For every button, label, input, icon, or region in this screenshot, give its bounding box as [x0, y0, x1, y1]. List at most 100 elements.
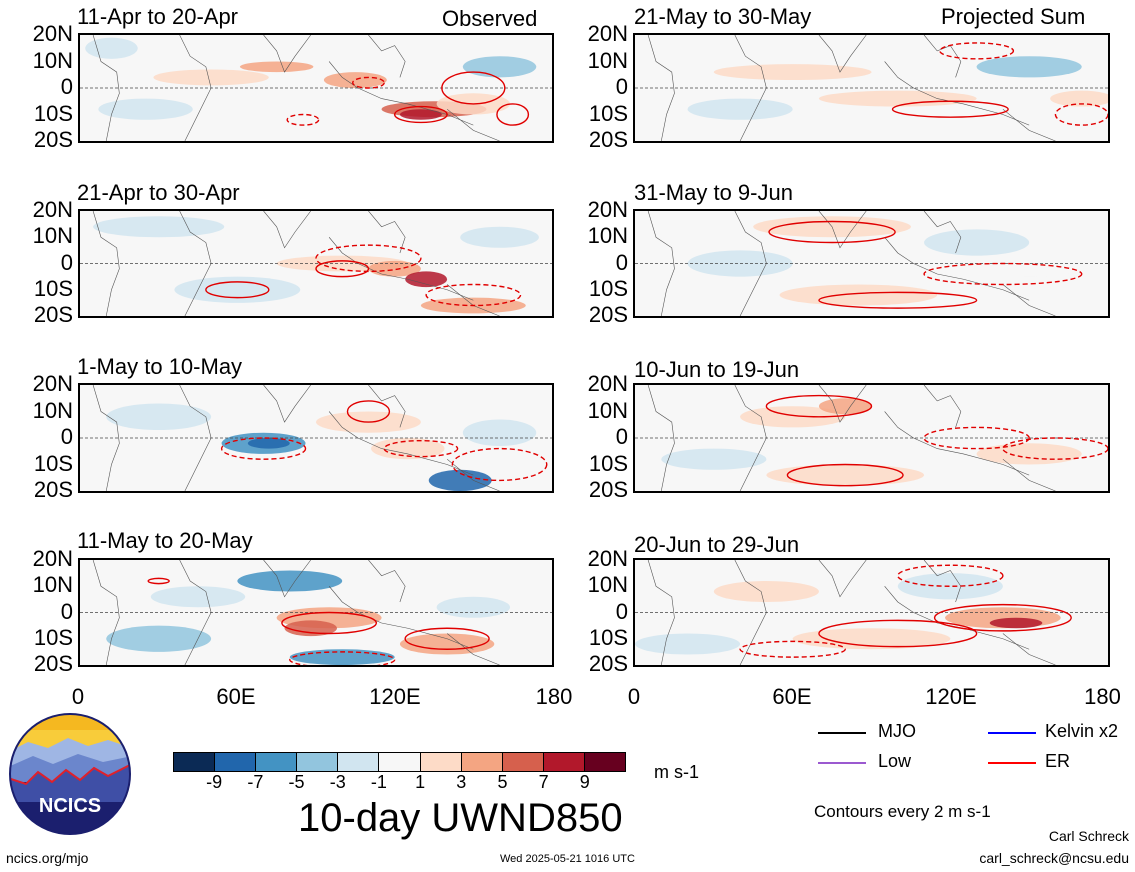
anomaly-shading	[661, 448, 767, 470]
coastline	[368, 385, 405, 427]
coastline	[447, 634, 499, 666]
y-tick-label: 10S	[33, 275, 73, 301]
er-contour	[316, 261, 368, 277]
anomaly-shading	[924, 229, 1030, 256]
anomaly-shading	[635, 633, 741, 655]
panel-title: 20-Jun to 29-Jun	[634, 532, 800, 557]
colorbar-swatch	[378, 753, 420, 771]
er-contour	[893, 101, 1009, 117]
er-contour	[426, 285, 520, 306]
y-tick-label: 0	[60, 424, 73, 449]
map-panel	[78, 383, 554, 493]
coastline	[819, 560, 866, 597]
anomaly-shading	[368, 260, 421, 277]
anomaly-shading	[818, 90, 977, 107]
legend-line-kelvin	[988, 732, 1036, 734]
er-contour	[316, 245, 421, 271]
y-tick-label: 20S	[588, 477, 628, 502]
anomaly-shading	[713, 581, 819, 602]
anomaly-shading	[106, 403, 212, 431]
coastline	[264, 35, 311, 72]
coastline	[329, 412, 473, 476]
coastline	[924, 385, 961, 427]
anomaly-shading	[239, 61, 314, 73]
colorbar-swatch	[583, 753, 626, 771]
coastline	[648, 211, 674, 316]
y-tick-label: 10N	[587, 397, 628, 423]
anomaly-shading	[98, 98, 193, 120]
map-panel	[78, 558, 554, 667]
figure-title: 10-day UWND850	[298, 796, 623, 840]
coastline	[885, 586, 1030, 649]
anomaly-shading	[989, 617, 1043, 629]
er-contour	[740, 641, 845, 657]
er-contour	[898, 565, 1003, 586]
coastline	[885, 412, 1030, 476]
panel-title: 11-May to 20-May	[77, 528, 253, 553]
anomaly-shading	[779, 284, 938, 306]
er-contour	[766, 396, 871, 417]
footer-url: ncics.org/mjo	[6, 850, 89, 866]
colorbar-swatch	[255, 753, 297, 771]
er-contour	[405, 628, 489, 649]
coastline	[180, 560, 211, 665]
coastline	[924, 560, 961, 602]
x-tick-label: 0	[627, 684, 641, 709]
x-tick-label: 60E	[216, 684, 256, 709]
coastline	[885, 62, 1030, 126]
y-tick-label: 20N	[32, 21, 73, 46]
colorbar-swatch	[214, 753, 256, 771]
er-contour	[395, 107, 447, 123]
y-tick-label: 20S	[33, 302, 73, 327]
map-panel	[78, 33, 554, 143]
y-tick-label: 10S	[588, 275, 628, 301]
coastline	[648, 35, 674, 141]
anomaly-shading	[371, 438, 445, 460]
coastline	[368, 35, 405, 77]
y-tick-label: 20N	[32, 371, 73, 396]
er-contour	[769, 222, 895, 243]
er-contour	[206, 282, 269, 298]
anomaly-shading	[976, 56, 1082, 78]
y-tick-label: 0	[615, 424, 628, 449]
y-tick-label: 20N	[587, 371, 628, 396]
y-tick-label: 20N	[32, 546, 73, 571]
anomaly-shading	[976, 443, 1082, 465]
er-contour	[282, 613, 376, 634]
anomaly-shading	[460, 226, 539, 248]
coastline	[264, 211, 311, 248]
er-contour	[287, 115, 318, 126]
y-tick-label: 10N	[587, 47, 628, 73]
coastline	[447, 459, 499, 491]
colorbar-swatch	[174, 753, 215, 771]
panel-title: 31-May to 9-Jun	[634, 180, 793, 205]
coastline	[885, 237, 1030, 300]
colorbar-swatch	[542, 753, 584, 771]
er-contour	[787, 465, 903, 486]
anomaly-shading	[1050, 90, 1108, 107]
coastline	[924, 211, 961, 253]
colorbar-tick-label: -3	[329, 772, 346, 792]
coastline	[1003, 285, 1056, 317]
colorbar-tick-label: 7	[538, 772, 549, 792]
coastline	[1003, 459, 1056, 491]
anomaly-shading	[85, 37, 138, 59]
anomaly-shading	[428, 469, 492, 491]
y-tick-label: 20N	[587, 197, 628, 222]
footer-email: carl_schreck@ncsu.edu	[979, 850, 1129, 866]
y-tick-label: 10S	[33, 450, 73, 476]
legend-label: Kelvin x2	[1045, 721, 1119, 741]
colorbar-unit: m s-1	[654, 762, 699, 782]
colorbar	[173, 752, 626, 772]
er-contour	[452, 449, 546, 481]
y-tick-label: 10N	[32, 47, 73, 73]
colorbar-tick-label: -5	[288, 772, 305, 792]
er-contour	[384, 441, 457, 457]
colorbar-tick-label: 3	[456, 772, 467, 792]
panel-title: 11-Apr to 20-Apr	[77, 4, 239, 29]
map-panel	[633, 209, 1110, 318]
coastline	[329, 586, 473, 649]
anomaly-shading	[713, 64, 872, 81]
y-tick-label: 20S	[33, 651, 73, 676]
logo-text: NCICS	[39, 795, 101, 817]
